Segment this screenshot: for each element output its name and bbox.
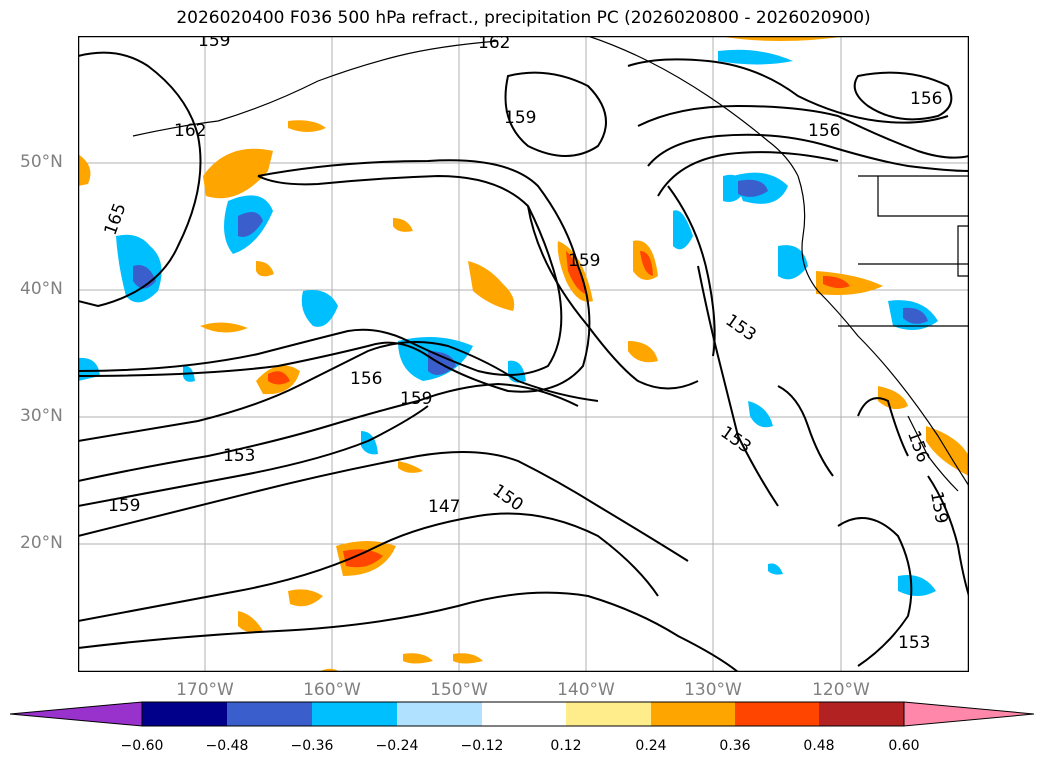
colorbar-segment [397,702,482,726]
lon-label: 120°W [812,680,870,700]
colorbar-tick: −0.24 [375,738,419,754]
contour-label: 156 [350,369,382,389]
map-border [78,36,969,672]
map-area[interactable]: 159 162 162 159 156 156 165 159 156 159 … [78,36,969,672]
contour-label: 159 [108,496,140,516]
lon-label: 150°W [430,680,488,700]
contour-label: 162 [174,121,206,141]
lat-label: 40°N [20,279,63,299]
lon-label: 160°W [303,680,361,700]
contour-label: 153 [898,633,930,653]
precip-positive [78,36,969,672]
colorbar-tick: −0.60 [120,738,164,754]
contour-label: 159 [568,251,600,271]
colorbar-tick: 0.12 [550,738,582,754]
colorbar-tick: 0.60 [888,738,920,754]
colorbar-extend-left [10,701,143,727]
contour-label: 153 [722,311,760,346]
precip-negative [78,49,938,596]
colorbar-segment [819,702,904,726]
lat-label: 50°N [20,152,63,172]
contour-label: 159 [504,108,536,128]
contour-label: 156 [808,121,840,141]
contour-label: 153 [717,423,755,458]
contour-label: 159 [400,389,432,409]
colorbar-segment [142,702,227,726]
colorbar-segment [735,702,819,726]
lon-label: 140°W [557,680,615,700]
colorbar-tick: −0.48 [205,738,249,754]
colorbar-segment [227,702,312,726]
colorbar-tick: 0.24 [635,738,667,754]
coastlines [132,36,969,492]
colorbar-tick: −0.36 [290,738,334,754]
colorbar-segment [482,702,566,726]
lat-label: 20°N [20,533,63,553]
contour-label: 150 [489,481,527,516]
lat-label: 30°N [20,406,63,426]
colorbar-tick: −0.12 [460,738,504,754]
contour-labels: 159 162 162 159 156 156 165 159 156 159 … [101,36,952,653]
map-title: 2026020400 F036 500 hPa refract., precip… [176,8,871,28]
colorbar [10,701,1035,727]
contour-label: 165 [101,201,131,238]
colorbar-segment [651,702,735,726]
contour-label: 153 [223,446,255,466]
colorbar-segment [566,702,651,726]
contour-label: 156 [910,89,942,109]
lon-label: 130°W [684,680,742,700]
lon-label: 170°W [176,680,234,700]
colorbar-segment [312,702,397,726]
contour-label: 159 [926,490,951,525]
colorbar-tick: 0.36 [719,738,751,754]
colorbar-extend-right [903,701,1035,727]
contour-label: 147 [428,497,460,517]
contour-label: 159 [198,36,230,51]
refractivity-contours [78,51,969,672]
colorbar-tick: 0.48 [803,738,835,754]
contour-label: 162 [478,36,510,53]
